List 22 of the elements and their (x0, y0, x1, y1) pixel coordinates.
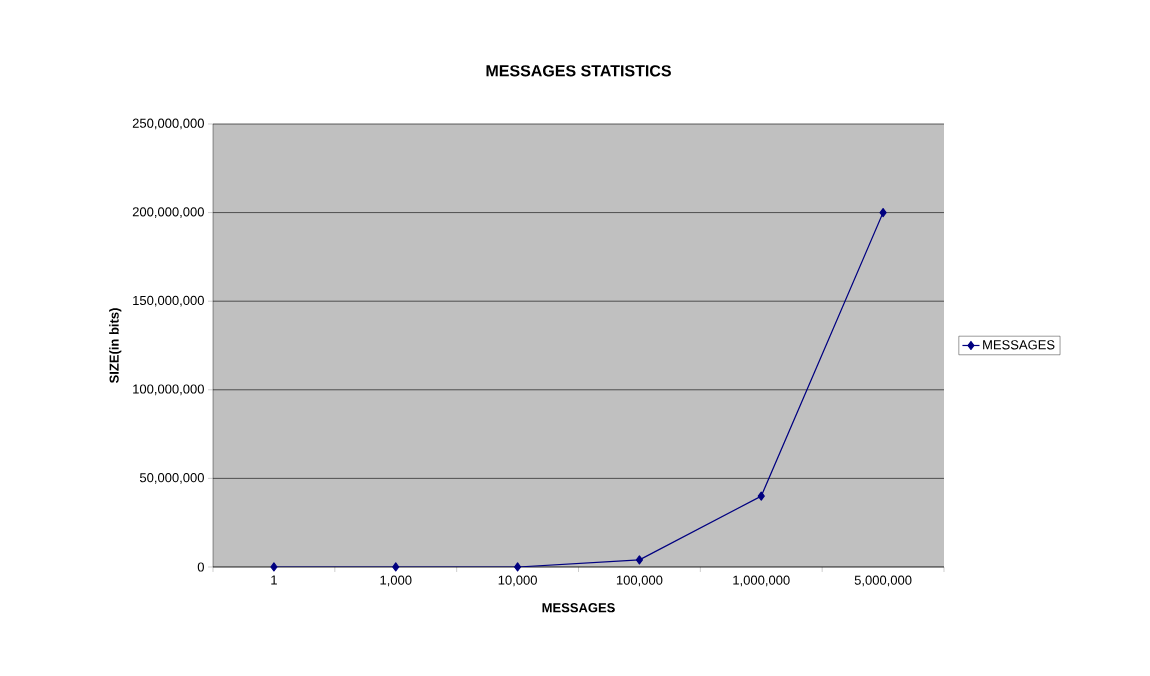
y-tick-label: 200,000,000 (132, 207, 204, 218)
x-tick-label: 5,000,000 (854, 575, 912, 587)
point (757, 491, 765, 501)
y-axis-title: SIZE(in bits) (109, 308, 122, 384)
point (635, 555, 644, 565)
x-tick-label: 1 (271, 575, 277, 585)
y-tick-label: 100,000,000 (133, 384, 204, 396)
x-tick-label: 100,000 (616, 575, 663, 587)
point (392, 562, 400, 572)
point (270, 562, 278, 572)
point (513, 562, 522, 572)
y-tick-label: 150,000,000 (133, 295, 204, 307)
legend-label: MESSAGES (983, 340, 1055, 350)
y-tick-label: 0 (197, 562, 204, 572)
x-tick-label: 10,000 (498, 575, 537, 587)
y-tick-label: 50,000,000 (139, 473, 204, 484)
y-tick-label: 250,000,000 (132, 118, 204, 130)
chart-title: MESSAGES STATISTICS (486, 65, 671, 77)
point (879, 207, 887, 218)
x-tick-label: 1,000,000 (733, 575, 790, 587)
x-axis-title: MESSAGES (542, 603, 615, 613)
x-tick-label: 1,000 (380, 575, 412, 587)
